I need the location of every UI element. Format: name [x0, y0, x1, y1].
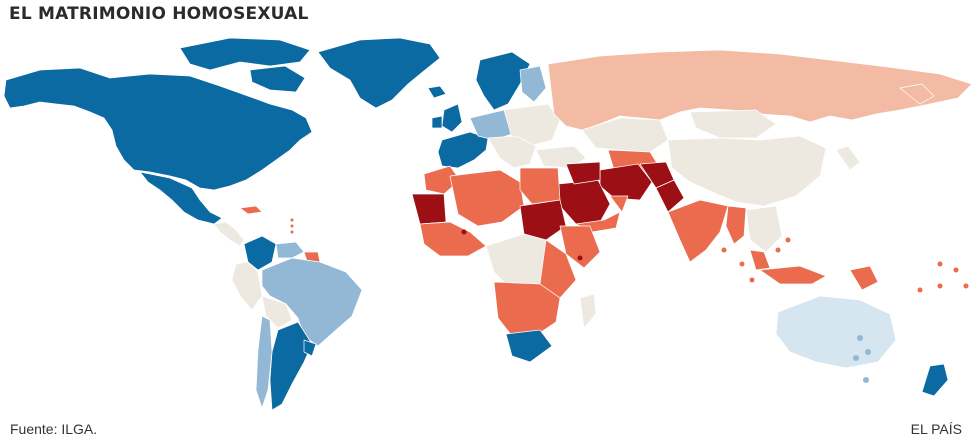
region-china	[667, 135, 827, 207]
region-south-africa	[505, 329, 553, 363]
region-west-africa	[419, 221, 487, 257]
region-sahel	[449, 169, 525, 227]
region-east-africa	[539, 239, 577, 299]
region-bolivia	[261, 295, 293, 329]
region-mauritania	[411, 193, 447, 225]
region-malaysia	[749, 249, 771, 271]
region-greenland	[317, 37, 441, 109]
region-scandinavia	[475, 51, 531, 111]
region-myanmar	[725, 205, 747, 245]
region-caribbean	[290, 218, 294, 222]
region-ireland	[431, 115, 443, 129]
region-uk	[441, 103, 463, 133]
region-central-asia	[581, 117, 669, 153]
region-argentina	[269, 321, 313, 411]
region-chile	[255, 315, 273, 409]
region-canada-islands	[249, 65, 306, 93]
brand-label: EL PAÍS	[910, 421, 962, 437]
region-new-zealand	[921, 363, 949, 397]
region-horn	[559, 225, 601, 269]
region-indonesia	[759, 265, 827, 285]
region-venezuela	[275, 241, 305, 259]
region-france-iberia	[437, 131, 489, 169]
region-finland	[519, 65, 547, 103]
region-southern-africa	[493, 281, 561, 337]
region-indochina	[745, 205, 783, 253]
source-label: Fuente: ILGA.	[10, 421, 98, 437]
region-russia	[547, 49, 973, 131]
region-north-america	[3, 67, 313, 191]
region-madagascar	[579, 293, 597, 329]
region-canada-arctic	[179, 37, 311, 71]
region-balkans-italy	[487, 135, 537, 169]
region-india	[667, 199, 729, 263]
region-sudan	[519, 199, 567, 241]
region-central-america	[213, 221, 245, 247]
region-iceland	[427, 85, 447, 99]
region-mongolia	[689, 109, 777, 139]
region-peru	[231, 261, 263, 311]
region-egypt-libya	[519, 167, 561, 205]
region-uruguay	[303, 339, 317, 357]
map-title: EL MATRIMONIO HOMOSEXUAL	[9, 4, 309, 24]
region-pakistan	[655, 179, 685, 213]
region-korea-japan	[835, 145, 861, 171]
region-australia	[775, 295, 897, 369]
region-iraq-syria	[565, 161, 601, 185]
region-brazil	[261, 257, 363, 347]
region-png	[849, 265, 879, 291]
